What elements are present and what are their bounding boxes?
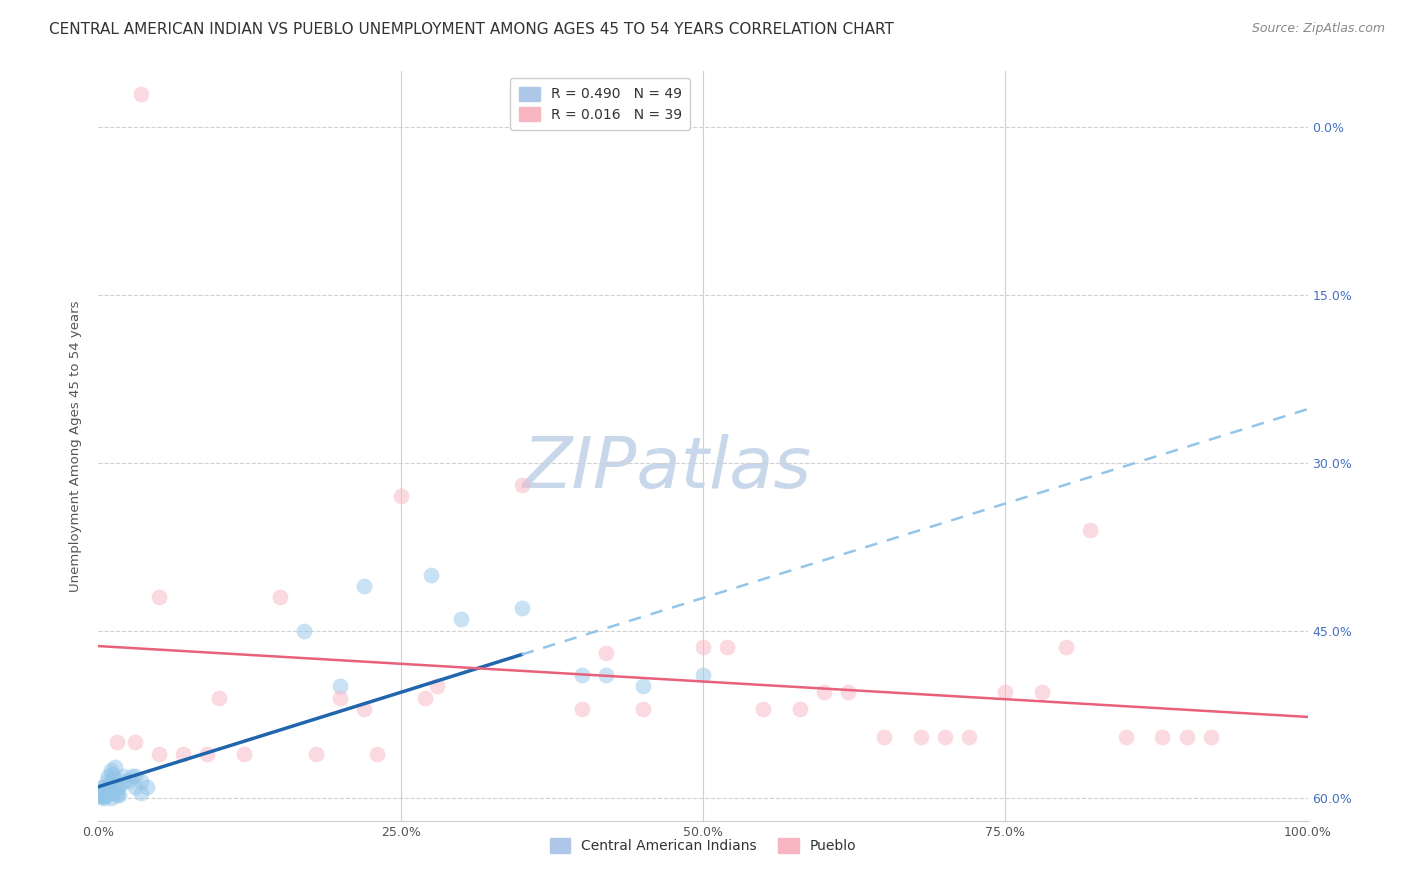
Text: CENTRAL AMERICAN INDIAN VS PUEBLO UNEMPLOYMENT AMONG AGES 45 TO 54 YEARS CORRELA: CENTRAL AMERICAN INDIAN VS PUEBLO UNEMPL… [49,22,894,37]
Point [105,788,128,802]
Point [100,774,122,789]
Point [100,766,122,780]
Point [789,702,811,716]
Point [101,786,124,800]
Point [510,601,533,615]
Point [91,786,114,800]
Point [98,780,121,794]
Point [450,612,472,626]
Point [107,780,129,794]
Point [1078,523,1101,537]
Point [118,774,141,789]
Text: ZIPatlas: ZIPatlas [522,434,811,503]
Point [631,702,654,716]
Point [232,747,254,761]
Point [90,790,112,805]
Point [353,579,375,593]
Point [292,624,315,638]
Point [124,769,146,783]
Point [595,646,617,660]
Point [269,590,291,604]
Point [595,668,617,682]
Point [94,786,117,800]
Point [957,730,980,744]
Point [873,730,896,744]
Point [111,769,134,783]
Point [100,764,122,778]
Point [837,685,859,699]
Point [1054,640,1077,655]
Point [934,730,956,744]
Point [96,774,118,789]
Point [91,789,114,803]
Point [129,774,152,789]
Point [1199,730,1222,744]
Point [93,780,115,794]
Point [692,668,714,682]
Point [1152,730,1174,744]
Point [353,702,375,716]
Point [124,780,146,794]
Point [108,778,131,792]
Point [93,789,115,803]
Point [510,478,533,492]
Point [910,730,932,744]
Point [366,747,388,761]
Point [716,640,738,655]
Point [90,788,112,802]
Point [108,788,131,802]
Point [389,489,412,503]
Point [148,590,170,604]
Point [105,786,128,800]
Point [571,702,593,716]
Point [305,747,328,761]
Point [104,760,127,774]
Point [91,788,114,802]
Point [91,780,114,794]
Point [148,747,170,761]
Point [994,685,1017,699]
Point [571,668,593,682]
Point [97,769,120,783]
Point [813,685,835,699]
Point [129,786,152,800]
Point [93,791,115,805]
Point [101,780,124,794]
Point [195,747,218,761]
Point [94,788,117,802]
Point [172,747,194,761]
Point [1115,730,1137,744]
Point [426,680,449,694]
Point [124,735,146,749]
Point [121,769,143,783]
Point [100,791,122,805]
Point [413,690,436,705]
Point [114,774,136,789]
Point [329,690,352,705]
Legend: Central American Indians, Pueblo: Central American Indians, Pueblo [544,833,862,859]
Point [329,680,352,694]
Point [103,771,125,785]
Point [1031,685,1053,699]
Point [105,735,128,749]
Point [752,702,775,716]
Point [91,787,114,801]
Point [97,786,120,800]
Y-axis label: Unemployment Among Ages 45 to 54 years: Unemployment Among Ages 45 to 54 years [69,301,83,591]
Point [420,567,443,582]
Point [692,640,714,655]
Point [135,780,157,794]
Point [1175,730,1198,744]
Point [631,680,654,694]
Point [208,690,231,705]
Text: Source: ZipAtlas.com: Source: ZipAtlas.com [1251,22,1385,36]
Point [96,782,118,797]
Point [129,87,152,101]
